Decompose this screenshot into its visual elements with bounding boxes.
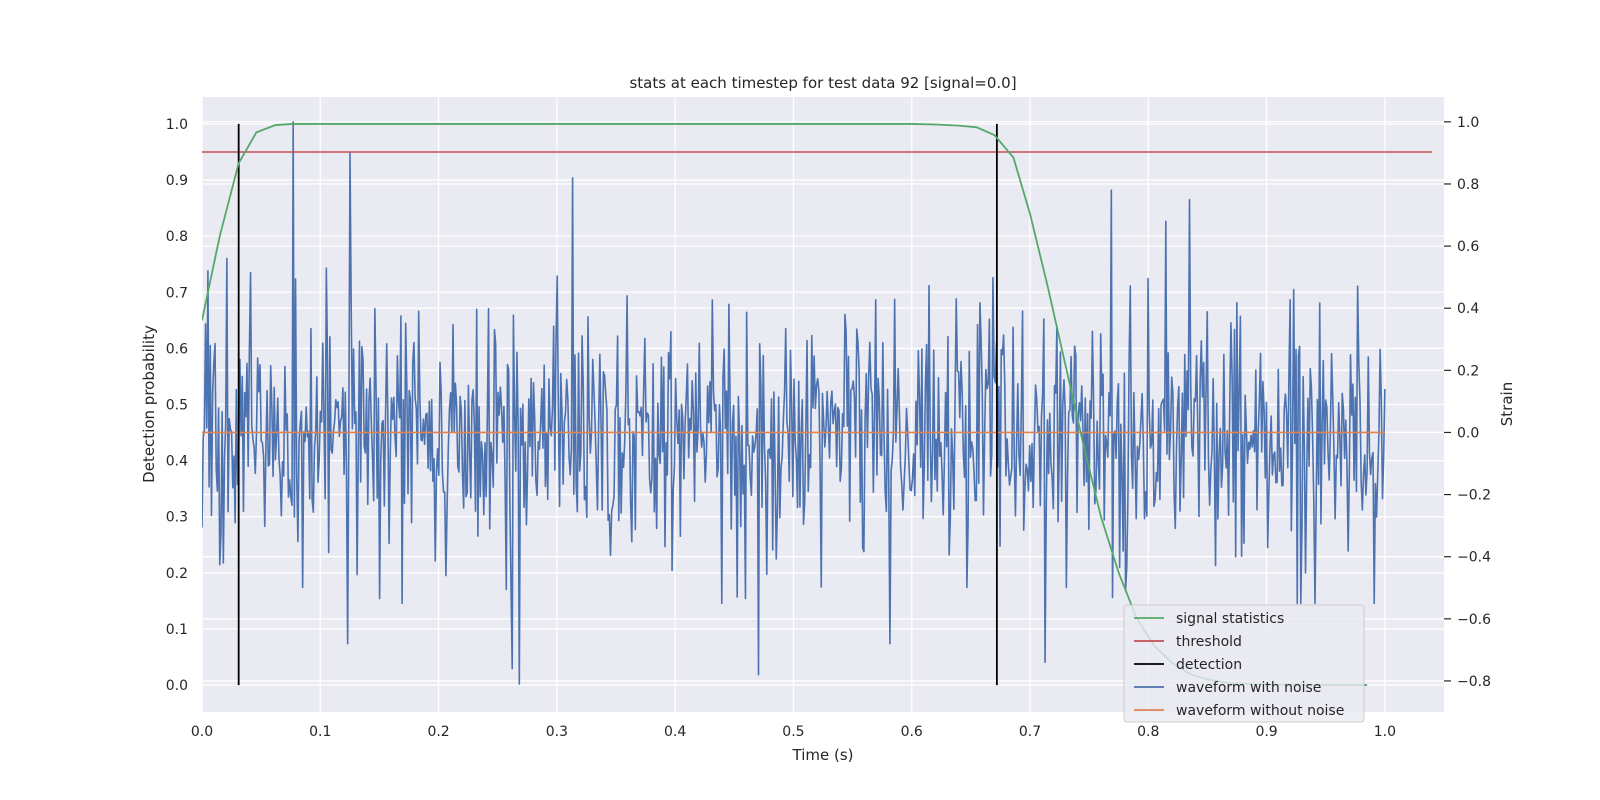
y2-tick-label: −0.8	[1457, 674, 1491, 690]
x-tick-label: 0.9	[1255, 724, 1277, 740]
y-tick-label: 0.3	[166, 510, 188, 526]
y2-axis-ticks: −0.8 −0.6 −0.4 −0.2 0.0 0.2 0.4 0.6 0.8 1.0	[1444, 115, 1491, 690]
y-tick-label: 0.8	[166, 229, 188, 245]
y2-tick-label: 0.2	[1457, 363, 1479, 379]
y2-tick-label: 0.6	[1457, 239, 1479, 255]
y-axis-ticks: 0.0 0.1 0.2 0.3 0.4 0.5 0.6 0.7 0.8 0.9 1.0	[166, 117, 188, 694]
y2-tick-label: 0.0	[1457, 425, 1479, 441]
y-tick-label: 0.4	[166, 454, 188, 470]
detection-series	[237, 123, 998, 686]
y-tick-label: 0.9	[166, 173, 188, 189]
y-tick-label: 0.5	[166, 398, 188, 414]
legend: signal statistics threshold detection wavef…	[1123, 604, 1365, 723]
x-tick-label: 1.0	[1374, 724, 1396, 740]
legend-label-waveform-with-noise: waveform with noise	[1176, 680, 1321, 696]
legend-label-detection: detection	[1176, 657, 1242, 673]
y2-tick-label: 1.0	[1457, 115, 1479, 131]
x-tick-label: 0.5	[782, 724, 804, 740]
waveform-with-noise-series	[202, 121, 1386, 685]
x-tick-label: 0.2	[427, 724, 449, 740]
legend-label-waveform-without-noise: waveform without noise	[1176, 703, 1344, 719]
legend-label-threshold: threshold	[1176, 634, 1242, 650]
x-tick-label: 0.4	[664, 724, 686, 740]
x-tick-label: 0.3	[546, 724, 568, 740]
chart-title: stats at each timestep for test data 92 …	[629, 74, 1016, 92]
y-tick-label: 0.6	[166, 341, 188, 357]
y-tick-label: 1.0	[166, 117, 188, 133]
x-tick-label: 0.0	[191, 724, 213, 740]
y-axis-label: Detection probability	[140, 325, 158, 483]
y2-tick-label: −0.4	[1457, 550, 1491, 566]
x-tick-label: 0.1	[309, 724, 331, 740]
waveform-with-noise-line	[202, 121, 1386, 685]
x-tick-label: 0.7	[1019, 724, 1041, 740]
y2-tick-label: −0.2	[1457, 488, 1491, 504]
y-tick-label: 0.7	[166, 285, 188, 301]
x-axis-label: Time (s)	[792, 746, 854, 764]
legend-label-signal-statistics: signal statistics	[1176, 611, 1284, 627]
x-tick-label: 0.8	[1137, 724, 1159, 740]
y-tick-label: 0.2	[166, 566, 188, 582]
y2-axis-label: Strain	[1498, 382, 1516, 426]
y-tick-label: 0.1	[166, 622, 188, 638]
y2-tick-label: 0.4	[1457, 301, 1479, 317]
x-axis-ticks: 0.0 0.1 0.2 0.3 0.4 0.5 0.6 0.7 0.8 0.9 1.0	[191, 724, 1396, 740]
y2-tick-label: 0.8	[1457, 177, 1479, 193]
y-tick-label: 0.0	[166, 678, 188, 694]
legend-box	[1123, 604, 1365, 723]
y2-tick-label: −0.6	[1457, 612, 1491, 628]
x-tick-label: 0.6	[901, 724, 923, 740]
